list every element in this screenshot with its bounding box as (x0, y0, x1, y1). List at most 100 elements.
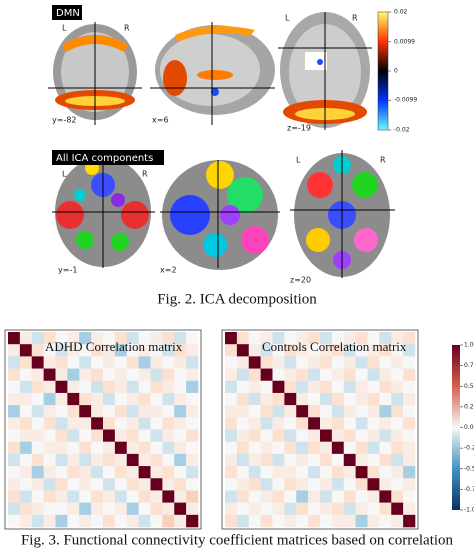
heatmap-cell (379, 453, 392, 467)
heatmap-cell (343, 490, 356, 503)
heatmap-cell (55, 502, 68, 516)
heatmap-cell (225, 332, 238, 345)
dmn-brains (48, 11, 389, 131)
heatmap-cell (91, 453, 104, 467)
heatmap-cell (225, 405, 238, 418)
heatmap-cell (248, 380, 261, 394)
heatmap-cell (162, 453, 175, 467)
heatmap-cell (138, 405, 151, 418)
side-label: L (285, 14, 290, 23)
heatmap-cell (55, 478, 68, 491)
heatmap-cell (19, 380, 33, 394)
heatmap-cell (331, 380, 345, 394)
heatmap-cell (126, 417, 139, 430)
heatmap-cell (367, 441, 380, 455)
heatmap-cell (67, 356, 80, 369)
heatmap-cell (91, 417, 104, 430)
heatmap-cell (308, 514, 321, 528)
heatmap-cell (272, 441, 285, 455)
heatmap-cell (103, 429, 116, 442)
heatmap-cell (91, 514, 104, 528)
heatmap-cell (331, 478, 345, 491)
heatmap-cell (355, 502, 368, 516)
colorbar-tick-label: 0.50 (464, 383, 474, 390)
heatmap-cell (284, 502, 297, 516)
heatmap-cell (320, 441, 333, 455)
heatmap-cell (367, 478, 380, 491)
heatmap-cell (296, 392, 309, 406)
heatmap-cell (225, 356, 238, 369)
heatmap-cell (186, 429, 199, 442)
heatmap-cell (403, 478, 416, 491)
heatmap-cell (272, 405, 285, 418)
heatmap-cell (225, 417, 238, 430)
heatmap-cell (8, 514, 21, 528)
heatmap-cell (367, 392, 380, 406)
heatmap-cell (174, 405, 187, 418)
heatmap-cell (103, 332, 116, 345)
heatmap-cell (55, 405, 68, 418)
heatmap-cell (19, 466, 33, 479)
heatmap-cell (284, 368, 297, 382)
heatmap-cell (284, 417, 297, 430)
heatmap-cell (284, 514, 297, 528)
heatmap-cell (79, 514, 92, 528)
side-label: L (296, 156, 301, 165)
heatmap-cell (55, 441, 68, 455)
heatmap-cell (367, 356, 380, 369)
heatmap-cell (43, 490, 56, 503)
heatmap-cell (19, 490, 33, 503)
heatmap-cell (391, 490, 404, 503)
heatmap-cell (114, 429, 128, 442)
heatmap-cell (150, 380, 163, 394)
heatmap-cell (284, 441, 297, 455)
heatmap-cell (103, 441, 116, 455)
heatmap-cell (284, 344, 297, 357)
heatmap-cell (103, 392, 116, 406)
heatmap-cell (43, 368, 56, 382)
heatmap-cell (138, 453, 151, 467)
heatmap-cell (186, 466, 199, 479)
heatmap-cell (284, 453, 297, 467)
heatmap-cell (284, 356, 297, 369)
heatmap-cell (343, 453, 356, 467)
heatmap-cell (186, 453, 199, 467)
heatmap-cell (8, 466, 21, 479)
heatmap-cell (8, 490, 21, 503)
heatmap-cell (162, 514, 175, 528)
heatmap-cell (367, 332, 380, 345)
heatmap-cell (320, 490, 333, 503)
heatmap-cell (91, 356, 104, 369)
heatmap-cell (138, 502, 151, 516)
heatmap-cell (355, 466, 368, 479)
heatmap-cell (114, 332, 128, 345)
heatmap-cell (91, 392, 104, 406)
heatmap-cell (126, 356, 139, 369)
heatmap-cell (296, 502, 309, 516)
heatmap-cell (150, 368, 163, 382)
heatmap-cell (8, 392, 21, 406)
heatmap-cell (308, 380, 321, 394)
heatmap-cell (308, 368, 321, 382)
heatmap-cell (260, 405, 273, 418)
heatmap-cell (248, 332, 261, 345)
heatmap-cell (55, 429, 68, 442)
heatmap-cell (320, 392, 333, 406)
heatmap-cell (186, 441, 199, 455)
heatmap-cell (260, 392, 273, 406)
heatmap-cell (67, 490, 80, 503)
heatmap-cell (403, 514, 416, 528)
heatmap-cell (379, 380, 392, 394)
heatmap-cell (379, 502, 392, 516)
heatmap-cell (343, 356, 356, 369)
heatmap-cell (403, 417, 416, 430)
heatmap-cell (162, 368, 175, 382)
coord-label: x=2 (160, 266, 177, 275)
heatmap-cell (236, 356, 250, 369)
heatmap-cell (320, 356, 333, 369)
heatmap-cell (272, 417, 285, 430)
side-label: R (352, 14, 358, 23)
heatmap-cell (150, 417, 163, 430)
heatmap-cell (225, 514, 238, 528)
heatmap-cell (43, 466, 56, 479)
